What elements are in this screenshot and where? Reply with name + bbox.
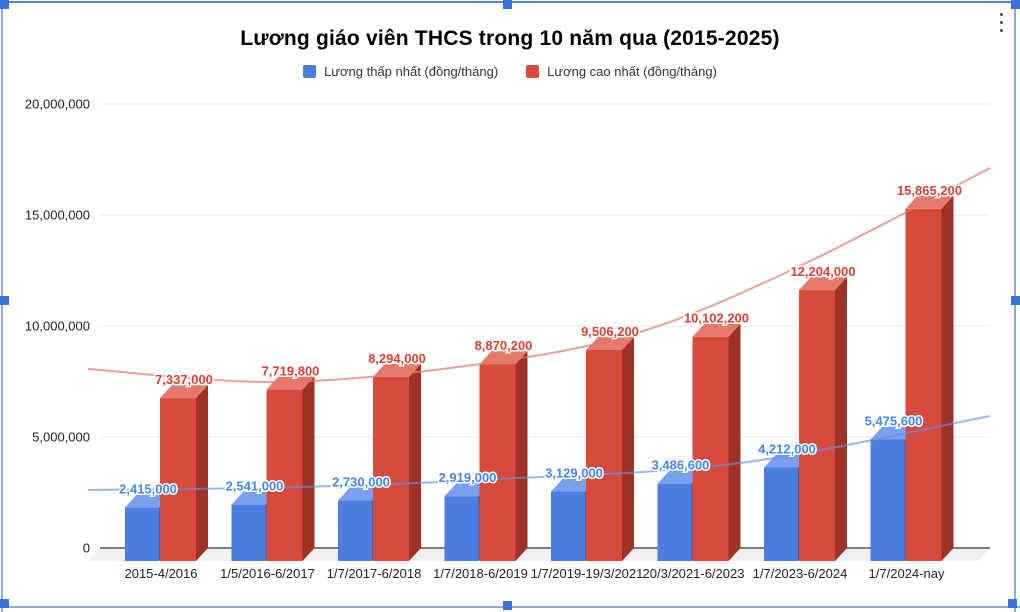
x-axis-category-label: 1/7/2018-6/2019 bbox=[433, 566, 528, 581]
bar-highest-salary-side bbox=[302, 376, 315, 561]
bar-highest-salary-top bbox=[160, 385, 208, 399]
bar-highest-salary-front[interactable] bbox=[373, 376, 409, 561]
bar-highest-salary-front[interactable] bbox=[160, 398, 196, 561]
resize-handle-bottom-right[interactable] bbox=[1008, 599, 1017, 608]
resize-handle-top-center[interactable] bbox=[503, 0, 512, 9]
resize-handle-top-left[interactable] bbox=[0, 0, 9, 9]
bar-highest-salary-side bbox=[515, 351, 528, 561]
data-label-lowest: 2,730,000 bbox=[332, 474, 390, 489]
bar-lowest-salary-front[interactable] bbox=[870, 439, 905, 561]
x-axis-category-label: 1/7/2023-6/2024 bbox=[753, 566, 848, 581]
resize-handle-top-right[interactable] bbox=[1011, 0, 1020, 9]
bar-highest-salary-front[interactable] bbox=[266, 389, 303, 561]
bar-lowest-salary-front[interactable] bbox=[125, 507, 159, 561]
bar-highest-salary-top bbox=[799, 277, 847, 291]
resize-handle-middle-left[interactable] bbox=[0, 296, 9, 305]
trendline-highest-salary bbox=[87, 167, 991, 384]
x-axis-category-label: 2015-4/2016 bbox=[124, 566, 197, 581]
data-label-lowest: 3,486,600 bbox=[652, 458, 710, 473]
y-axis-tick-label: 15,000,000 bbox=[25, 208, 90, 223]
bar-highest-salary-top bbox=[692, 323, 741, 337]
legend-swatch-icon bbox=[526, 65, 540, 78]
bar-highest-salary-top bbox=[586, 336, 634, 350]
bar-highest-salary-top bbox=[479, 351, 528, 365]
menu-dot bbox=[999, 29, 1003, 32]
data-label-highest: 7,337,000 bbox=[155, 372, 213, 387]
data-label-highest: 8,294,000 bbox=[368, 351, 426, 366]
chart-options-menu-icon[interactable] bbox=[994, 6, 1008, 39]
chart-title: Lương giáo viên THCS trong 10 năm qua (2… bbox=[240, 27, 780, 50]
legend-label: Lương thấp nhất (đồng/tháng) bbox=[324, 64, 499, 79]
bar-lowest-salary-front[interactable] bbox=[338, 500, 372, 561]
menu-dot bbox=[999, 13, 1003, 16]
bar-lowest-salary-front[interactable] bbox=[764, 467, 798, 561]
selection-border-right bbox=[1014, 0, 1016, 612]
bar-lowest-salary-top bbox=[551, 478, 597, 492]
y-axis-tick-label: 20,000,000 bbox=[25, 97, 90, 112]
selection-border-left bbox=[1, 0, 3, 612]
bar-highest-salary-top bbox=[266, 376, 315, 390]
x-axis-category-label: 1/5/2016-6/2017 bbox=[220, 566, 315, 581]
legend-swatch-icon bbox=[303, 65, 317, 78]
bar-highest-salary-front[interactable] bbox=[692, 336, 729, 561]
bar-highest-salary-side bbox=[941, 195, 954, 562]
data-label-lowest: 5,475,600 bbox=[865, 413, 923, 428]
trendline-lowest-salary bbox=[87, 415, 991, 491]
x-axis-category-label: 1/7/2024-nay bbox=[869, 566, 945, 581]
bar-lowest-salary-top bbox=[125, 494, 171, 508]
y-axis-tick-label: 10,000,000 bbox=[25, 319, 90, 334]
bar-highest-salary-front[interactable] bbox=[905, 208, 942, 562]
bar-lowest-salary-front[interactable] bbox=[657, 483, 692, 561]
chart-floor bbox=[88, 548, 990, 561]
data-label-lowest: 3,129,000 bbox=[545, 466, 603, 481]
bar-highest-salary-side bbox=[835, 277, 847, 561]
bar-lowest-salary-top bbox=[444, 483, 491, 497]
data-label-highest: 12,204,000 bbox=[790, 264, 855, 279]
bar-lowest-salary-front[interactable] bbox=[444, 496, 479, 561]
legend-label: Lương cao nhất (đồng/tháng) bbox=[547, 64, 717, 79]
resize-handle-bottom-center[interactable] bbox=[503, 601, 512, 610]
y-axis-tick-label: 0 bbox=[83, 541, 90, 556]
bar-highest-salary-side bbox=[622, 336, 634, 561]
bar-lowest-salary-top bbox=[231, 491, 278, 505]
bar-lowest-salary-front[interactable] bbox=[551, 491, 585, 561]
data-label-lowest: 2,415,000 bbox=[119, 481, 177, 496]
bar-lowest-salary-top bbox=[657, 470, 704, 484]
x-axis-category-label: 20/3/2021-6/2023 bbox=[643, 566, 745, 581]
data-label-highest: 7,719,800 bbox=[262, 364, 320, 379]
bar-highest-salary-side bbox=[409, 363, 421, 561]
data-label-lowest: 4,212,000 bbox=[758, 441, 816, 456]
bar-highest-salary-front[interactable] bbox=[586, 349, 622, 561]
chart-legend: Lương thấp nhất (đồng/tháng) Lương cao nh… bbox=[0, 64, 1020, 79]
data-label-lowest: 2,919,000 bbox=[439, 470, 497, 485]
legend-item: Lương thấp nhất (đồng/tháng) bbox=[303, 64, 498, 79]
data-label-highest: 9,506,200 bbox=[581, 324, 639, 339]
bar-highest-salary-front[interactable] bbox=[799, 290, 835, 561]
bar-highest-salary-side bbox=[728, 323, 741, 561]
bar-lowest-salary-front[interactable] bbox=[231, 504, 266, 561]
data-label-highest: 15,865,200 bbox=[897, 183, 962, 198]
resize-handle-bottom-left[interactable] bbox=[0, 599, 9, 608]
bar-lowest-salary-top bbox=[870, 426, 917, 440]
data-label-highest: 10,102,200 bbox=[684, 311, 749, 326]
bar-highest-salary-front[interactable] bbox=[479, 364, 516, 561]
bar-highest-salary-side bbox=[196, 385, 208, 561]
x-axis-category-label: 1/7/2019-19/3/2021 bbox=[531, 566, 644, 581]
resize-handle-middle-right[interactable] bbox=[1011, 296, 1020, 305]
bar-lowest-salary-top bbox=[338, 487, 384, 501]
data-label-highest: 8,870,200 bbox=[475, 338, 533, 353]
menu-dot bbox=[999, 21, 1003, 24]
legend-item: Lương cao nhất (đồng/tháng) bbox=[526, 64, 717, 79]
x-axis-category-label: 1/7/2017-6/2018 bbox=[327, 566, 422, 581]
y-axis-tick-label: 5,000,000 bbox=[32, 430, 90, 445]
data-label-lowest: 2,541,000 bbox=[226, 479, 284, 494]
